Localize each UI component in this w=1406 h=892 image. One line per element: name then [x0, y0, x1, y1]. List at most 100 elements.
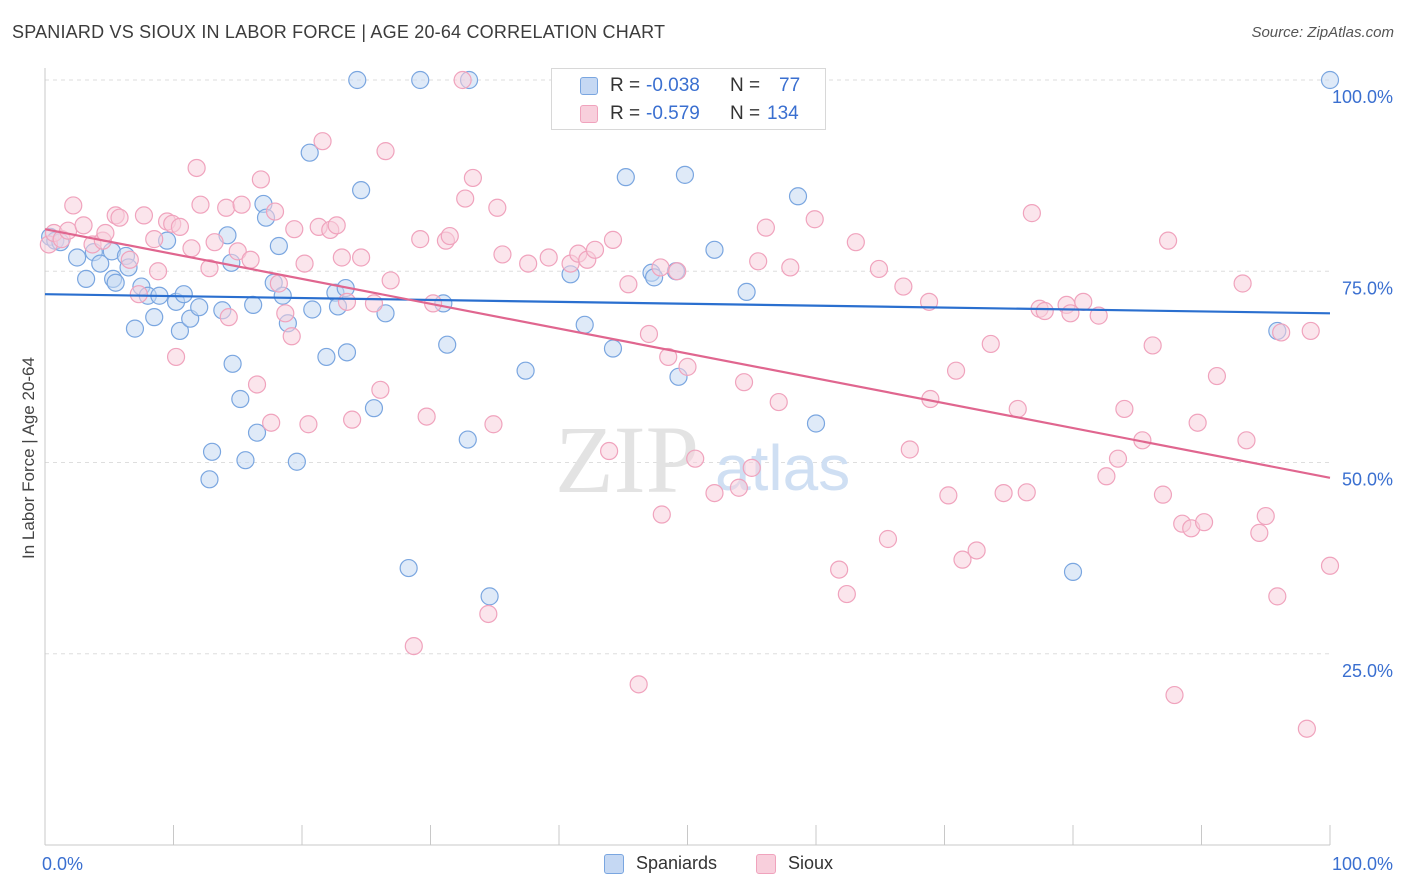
point-sioux [1297, 719, 1316, 738]
point-spaniards [788, 187, 808, 206]
point-sioux [327, 216, 346, 235]
point-sioux [479, 604, 498, 624]
point-sioux [919, 292, 939, 311]
point-spaniards [575, 315, 594, 334]
point-spaniards [247, 423, 267, 442]
point-spaniards [223, 354, 242, 373]
point-sioux [894, 277, 913, 296]
point-spaniards [303, 300, 322, 319]
point-spaniards [68, 248, 87, 267]
point-sioux [1233, 274, 1252, 293]
point-sioux [1153, 485, 1173, 504]
point-sioux [228, 242, 247, 261]
y-tick-label: 25.0% [1342, 661, 1393, 681]
point-spaniards [438, 335, 457, 354]
point-spaniards [77, 269, 96, 288]
point-sioux [299, 415, 318, 434]
point-sioux [837, 584, 856, 604]
point-spaniards [145, 308, 164, 327]
point-sioux [1074, 292, 1093, 311]
axes [44, 68, 1331, 846]
point-sioux [343, 410, 362, 429]
legend-r-value: -0.038 [646, 75, 700, 96]
point-sioux [295, 254, 314, 273]
point-sioux [187, 158, 206, 178]
point-spaniards [106, 273, 125, 292]
point-spaniards [399, 558, 418, 578]
point-sioux [404, 636, 423, 656]
point-spaniards [705, 240, 724, 259]
point-sioux [120, 250, 139, 269]
legend-swatch-sioux [580, 105, 598, 123]
point-sioux [1194, 513, 1214, 532]
legend-n-value: 77 [779, 75, 801, 96]
point-spaniards [236, 451, 255, 470]
point-sioux [1320, 556, 1340, 575]
point-spaniards [348, 70, 367, 90]
point-sioux [1158, 231, 1178, 250]
point-sioux [1097, 467, 1116, 486]
point-spaniards [200, 470, 219, 489]
point-sioux [705, 484, 724, 503]
point-sioux [265, 202, 285, 221]
point-sioux [456, 189, 475, 208]
watermark-zip: ZIP [555, 406, 699, 513]
point-spaniards [317, 347, 336, 367]
point-spaniards [287, 452, 306, 471]
legend-r-value: -0.579 [646, 103, 700, 124]
point-sioux [241, 250, 260, 269]
point-sioux [110, 208, 129, 227]
point-sioux [493, 245, 512, 264]
series-sioux-points [39, 70, 1340, 738]
point-sioux [1256, 506, 1275, 526]
point-sioux [900, 440, 919, 459]
point-sioux [686, 449, 705, 468]
source-label: Source: ZipAtlas.com [1251, 24, 1394, 41]
point-spaniards [1320, 70, 1340, 90]
point-sioux [1143, 336, 1162, 355]
point-sioux [282, 327, 301, 346]
point-sioux [1089, 306, 1108, 325]
point-sioux [1237, 431, 1256, 450]
trend-lines [44, 228, 1331, 479]
point-sioux [734, 373, 754, 392]
point-sioux [129, 285, 148, 304]
point-sioux [148, 262, 168, 281]
point-sioux [332, 248, 351, 267]
point-sioux [247, 375, 267, 394]
point-sioux [659, 347, 678, 367]
x-tick-label: 0.0% [42, 854, 83, 874]
point-sioux [488, 198, 507, 217]
point-sioux [1035, 301, 1054, 321]
point-sioux [219, 308, 238, 327]
legend-label-spaniards: Spaniards [636, 853, 718, 873]
point-spaniards [737, 282, 756, 302]
point-sioux [749, 252, 768, 271]
point-sioux [939, 486, 958, 505]
series-spaniards-points [41, 70, 1340, 606]
legend-swatch-spaniards [580, 77, 598, 95]
point-sioux [742, 458, 761, 477]
legend-swatch-sioux [756, 854, 776, 874]
point-sioux [251, 170, 270, 189]
point-sioux [74, 216, 93, 235]
legend-n-label: N = [730, 75, 761, 96]
point-sioux [166, 347, 186, 367]
y-axis-label: In Labor Force | Age 20-64 [19, 357, 38, 559]
correlation-legend: R = -0.038 N = 77 R = -0.579 N = 134 [551, 68, 826, 130]
point-sioux [652, 505, 671, 524]
tick-labels: 100.0% 75.0% 50.0% 25.0% 0.0% 100.0% [42, 87, 1393, 874]
point-sioux [276, 304, 295, 323]
point-sioux [878, 529, 898, 549]
point-sioux [678, 357, 697, 376]
point-sioux [1017, 483, 1036, 502]
y-tick-label: 100.0% [1332, 87, 1393, 107]
point-spaniards [269, 236, 288, 256]
point-sioux [830, 560, 849, 579]
point-spaniards [675, 165, 695, 184]
legend-label-sioux: Sioux [788, 853, 834, 873]
point-spaniards [603, 339, 623, 358]
point-sioux [600, 441, 619, 461]
point-sioux [585, 240, 605, 259]
